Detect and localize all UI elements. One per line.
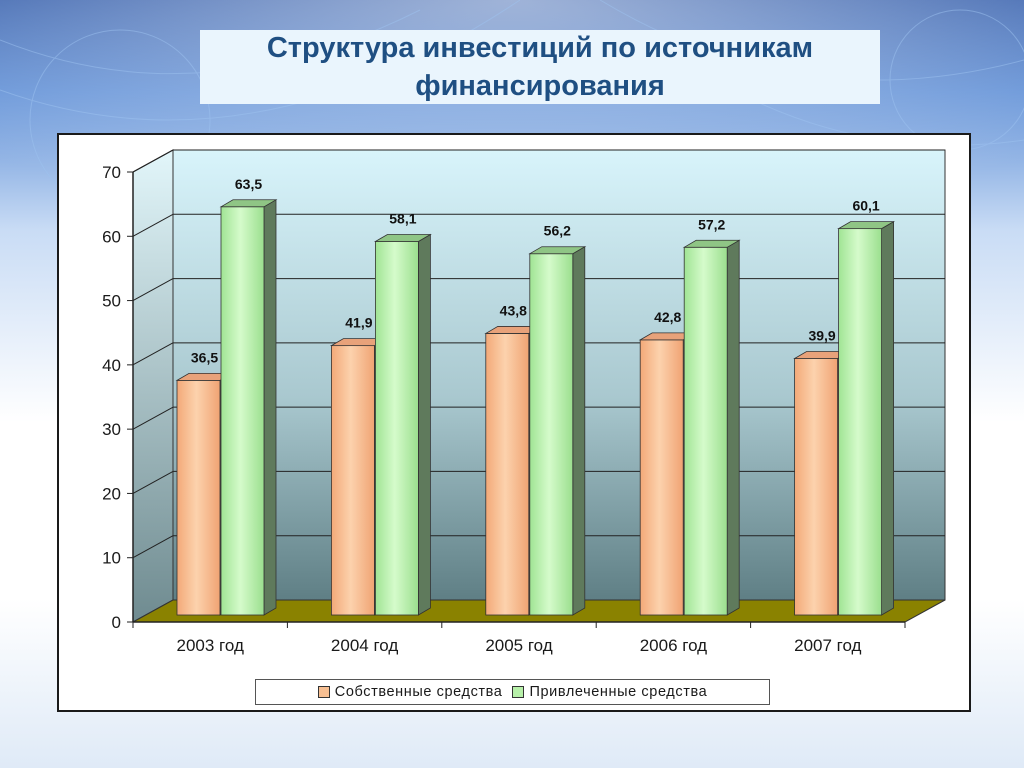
legend-swatch-own (317, 686, 330, 698)
bar-own-front (794, 358, 838, 616)
data-label: 63,5 (235, 176, 262, 192)
y-tick-label: 40 (102, 356, 121, 375)
bar-borrowed (373, 233, 432, 616)
data-label: 58,1 (389, 211, 416, 227)
y-tick-label: 50 (102, 292, 121, 311)
bar-borrowed-front (683, 246, 728, 616)
x-tick-label: 2003 год (177, 636, 244, 655)
data-label: 41,9 (345, 315, 372, 331)
bar-own-front (330, 345, 375, 616)
bar-borrowed-front (374, 241, 419, 616)
y-tick-label: 0 (112, 613, 121, 632)
legend-label-own: Собственные средства (334, 684, 503, 700)
legend-item-borrowed: Привлеченные средства (512, 684, 707, 700)
bar-borrowed-side (417, 233, 431, 616)
bar-borrowed-top (682, 239, 741, 248)
page-title: Структура инвестиций по источникам финан… (266, 32, 814, 102)
bar-borrowed (528, 246, 587, 616)
data-label: 43,8 (500, 302, 527, 318)
bar-borrowed-front (220, 206, 265, 616)
gridline-side (132, 535, 174, 559)
x-tick-label: 2006 год (640, 636, 707, 655)
bar-borrowed (837, 220, 896, 616)
data-label: 39,9 (808, 328, 835, 344)
gridline-side (132, 278, 174, 302)
bar-own-front (176, 379, 221, 616)
bar-borrowed (219, 199, 278, 616)
bar-own-front (485, 333, 530, 616)
bar-borrowed-side (726, 239, 740, 616)
bar-borrowed-front (838, 228, 882, 616)
y-tick-label: 10 (102, 549, 121, 568)
x-tick-label: 2005 год (485, 636, 552, 655)
y-tick-label: 70 (102, 163, 121, 182)
gridline-side (132, 470, 174, 494)
legend-item-own: Собственные средства (317, 684, 503, 700)
bar-borrowed (682, 239, 741, 616)
title-banner: Структура инвестиций по источникам финан… (200, 30, 880, 104)
bar-borrowed-top (373, 234, 432, 242)
data-label: 57,2 (698, 216, 725, 232)
data-label: 36,5 (191, 349, 218, 365)
bar-borrowed-side (263, 199, 277, 616)
bar-borrowed-side (572, 246, 586, 616)
gridline-side (132, 342, 174, 366)
y-tick-label: 20 (102, 484, 121, 503)
legend-swatch-borrowed (512, 686, 525, 698)
x-tick-label: 2004 год (331, 636, 398, 655)
chart-legend: Собственные средства Привлеченные средст… (255, 679, 770, 705)
y-tick-label: 60 (102, 227, 121, 246)
gridline-side (132, 406, 174, 430)
x-tick-label: 2007 год (794, 636, 861, 655)
data-label: 60,1 (852, 198, 879, 214)
gridline-side (132, 149, 174, 173)
bar-borrowed-top (528, 246, 587, 255)
data-label: 42,8 (654, 309, 681, 325)
bar-borrowed-front (529, 253, 574, 616)
bar-borrowed-side (881, 220, 894, 616)
gridline-side (132, 213, 174, 237)
bar-own-front (639, 339, 684, 616)
data-label: 56,2 (544, 223, 571, 239)
bar-borrowed-top (219, 199, 278, 208)
legend-label-borrowed: Привлеченные средства (529, 684, 708, 700)
y-tick-label: 30 (102, 420, 121, 439)
plot-side-wall (132, 149, 174, 623)
bar-borrowed-top (837, 221, 896, 230)
